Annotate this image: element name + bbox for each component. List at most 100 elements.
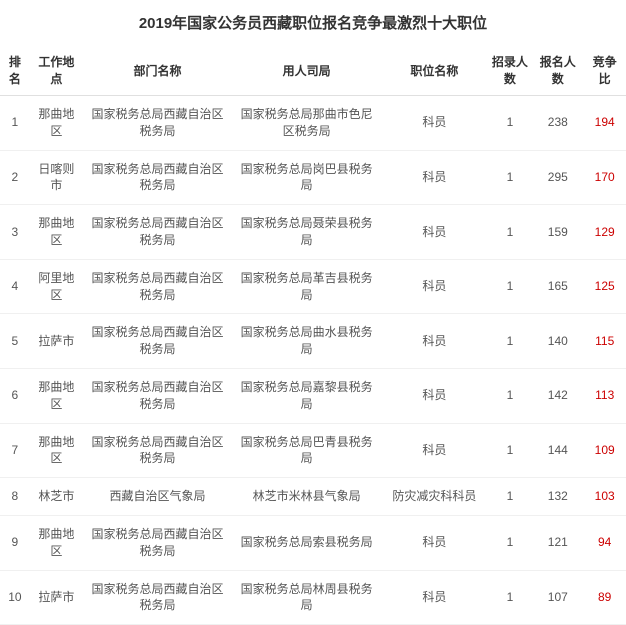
cell-department: 国家税务总局西藏自治区税务局	[83, 368, 232, 423]
cell-bureau: 国家税务总局巴青县税务局	[232, 423, 381, 478]
cell-ratio: 170	[583, 150, 626, 205]
cell-ratio: 89	[583, 570, 626, 625]
cell-bureau: 国家税务总局岗巴县税务局	[232, 150, 381, 205]
table-row: 6那曲地区国家税务总局西藏自治区税务局国家税务总局嘉黎县税务局科员1142113	[0, 368, 626, 423]
cell-rank: 6	[0, 368, 30, 423]
cell-department: 国家税务总局西藏自治区税务局	[83, 205, 232, 260]
cell-department: 西藏自治区气象局	[83, 478, 232, 516]
cell-hire_count: 1	[488, 570, 533, 625]
cell-position: 科员	[381, 423, 487, 478]
cell-position: 科员	[381, 150, 487, 205]
cell-department: 国家税务总局西藏自治区税务局	[83, 150, 232, 205]
cell-rank: 7	[0, 423, 30, 478]
cell-apply_count: 107	[532, 570, 583, 625]
cell-department: 国家税务总局西藏自治区税务局	[83, 515, 232, 570]
cell-location: 那曲地区	[30, 423, 83, 478]
header-ratio: 竞争比	[583, 45, 626, 96]
header-hire-count: 招录人数	[488, 45, 533, 96]
table-row: 2日喀则市国家税务总局西藏自治区税务局国家税务总局岗巴县税务局科员1295170	[0, 150, 626, 205]
cell-department: 国家税务总局西藏自治区税务局	[83, 423, 232, 478]
header-apply-count: 报名人数	[532, 45, 583, 96]
cell-hire_count: 1	[488, 423, 533, 478]
cell-ratio: 194	[583, 96, 626, 151]
cell-location: 那曲地区	[30, 205, 83, 260]
cell-location: 拉萨市	[30, 314, 83, 369]
cell-location: 日喀则市	[30, 150, 83, 205]
cell-department: 国家税务总局西藏自治区税务局	[83, 570, 232, 625]
table-row: 1那曲地区国家税务总局西藏自治区税务局国家税务总局那曲市色尼区税务局科员1238…	[0, 96, 626, 151]
cell-hire_count: 1	[488, 515, 533, 570]
table-row: 5拉萨市国家税务总局西藏自治区税务局国家税务总局曲水县税务局科员1140115	[0, 314, 626, 369]
cell-apply_count: 295	[532, 150, 583, 205]
cell-apply_count: 142	[532, 368, 583, 423]
cell-ratio: 113	[583, 368, 626, 423]
cell-apply_count: 238	[532, 96, 583, 151]
table-row: 7那曲地区国家税务总局西藏自治区税务局国家税务总局巴青县税务局科员1144109	[0, 423, 626, 478]
cell-bureau: 国家税务总局索县税务局	[232, 515, 381, 570]
cell-position: 科员	[381, 205, 487, 260]
cell-rank: 8	[0, 478, 30, 516]
cell-bureau: 国家税务总局聂荣县税务局	[232, 205, 381, 260]
cell-rank: 9	[0, 515, 30, 570]
cell-location: 那曲地区	[30, 368, 83, 423]
cell-hire_count: 1	[488, 96, 533, 151]
cell-rank: 10	[0, 570, 30, 625]
cell-position: 科员	[381, 259, 487, 314]
page-title: 2019年国家公务员西藏职位报名竞争最激烈十大职位	[0, 0, 626, 45]
cell-rank: 4	[0, 259, 30, 314]
cell-position: 科员	[381, 96, 487, 151]
cell-location: 阿里地区	[30, 259, 83, 314]
header-position: 职位名称	[381, 45, 487, 96]
cell-position: 科员	[381, 515, 487, 570]
cell-apply_count: 132	[532, 478, 583, 516]
header-location: 工作地点	[30, 45, 83, 96]
cell-bureau: 国家税务总局革吉县税务局	[232, 259, 381, 314]
cell-apply_count: 121	[532, 515, 583, 570]
cell-ratio: 129	[583, 205, 626, 260]
header-rank: 排名	[0, 45, 30, 96]
table-row: 9那曲地区国家税务总局西藏自治区税务局国家税务总局索县税务局科员112194	[0, 515, 626, 570]
cell-position: 科员	[381, 570, 487, 625]
cell-hire_count: 1	[488, 478, 533, 516]
cell-apply_count: 159	[532, 205, 583, 260]
cell-rank: 1	[0, 96, 30, 151]
cell-department: 国家税务总局西藏自治区税务局	[83, 314, 232, 369]
cell-hire_count: 1	[488, 150, 533, 205]
cell-position: 防灾减灾科科员	[381, 478, 487, 516]
ranking-table: 排名 工作地点 部门名称 用人司局 职位名称 招录人数 报名人数 竞争比 1那曲…	[0, 45, 626, 625]
cell-ratio: 109	[583, 423, 626, 478]
table-row: 4阿里地区国家税务总局西藏自治区税务局国家税务总局革吉县税务局科员1165125	[0, 259, 626, 314]
cell-location: 拉萨市	[30, 570, 83, 625]
cell-ratio: 125	[583, 259, 626, 314]
cell-hire_count: 1	[488, 314, 533, 369]
cell-bureau: 国家税务总局嘉黎县税务局	[232, 368, 381, 423]
cell-bureau: 国家税务总局那曲市色尼区税务局	[232, 96, 381, 151]
table-header-row: 排名 工作地点 部门名称 用人司局 职位名称 招录人数 报名人数 竞争比	[0, 45, 626, 96]
cell-bureau: 国家税务总局曲水县税务局	[232, 314, 381, 369]
cell-location: 那曲地区	[30, 96, 83, 151]
cell-hire_count: 1	[488, 368, 533, 423]
cell-ratio: 115	[583, 314, 626, 369]
cell-location: 那曲地区	[30, 515, 83, 570]
table-row: 10拉萨市国家税务总局西藏自治区税务局国家税务总局林周县税务局科员110789	[0, 570, 626, 625]
cell-bureau: 林芝市米林县气象局	[232, 478, 381, 516]
cell-apply_count: 165	[532, 259, 583, 314]
cell-rank: 2	[0, 150, 30, 205]
cell-ratio: 94	[583, 515, 626, 570]
cell-department: 国家税务总局西藏自治区税务局	[83, 96, 232, 151]
table-row: 3那曲地区国家税务总局西藏自治区税务局国家税务总局聂荣县税务局科员1159129	[0, 205, 626, 260]
cell-hire_count: 1	[488, 259, 533, 314]
cell-bureau: 国家税务总局林周县税务局	[232, 570, 381, 625]
table-container: 2019年国家公务员西藏职位报名竞争最激烈十大职位 排名 工作地点 部门名称 用…	[0, 0, 626, 625]
cell-department: 国家税务总局西藏自治区税务局	[83, 259, 232, 314]
cell-hire_count: 1	[488, 205, 533, 260]
table-row: 8林芝市西藏自治区气象局林芝市米林县气象局防灾减灾科科员1132103	[0, 478, 626, 516]
cell-rank: 5	[0, 314, 30, 369]
cell-position: 科员	[381, 368, 487, 423]
cell-rank: 3	[0, 205, 30, 260]
cell-ratio: 103	[583, 478, 626, 516]
header-bureau: 用人司局	[232, 45, 381, 96]
header-department: 部门名称	[83, 45, 232, 96]
cell-apply_count: 140	[532, 314, 583, 369]
cell-position: 科员	[381, 314, 487, 369]
